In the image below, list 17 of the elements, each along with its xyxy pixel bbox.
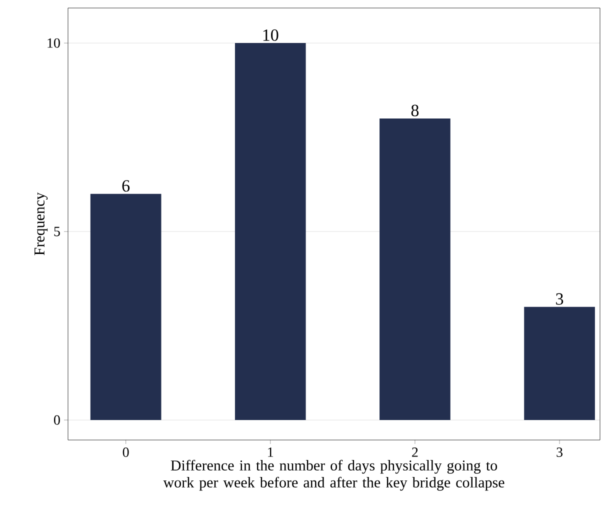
data-label: 10 — [263, 29, 278, 41]
bar — [90, 194, 162, 420]
y-axis-title: Frequency — [34, 192, 48, 256]
x-axis-title: Difference in the number of days physically going to work per week before and after the key bridge collapse — [163, 460, 504, 491]
y-tick-label: 0 — [54, 415, 60, 425]
x-tick-label: 1 — [268, 448, 274, 457]
x-tick-label: 2 — [412, 448, 418, 457]
x-tick-label: 0 — [122, 448, 129, 457]
data-label: 3 — [556, 293, 564, 305]
data-label: 6 — [122, 180, 130, 192]
bar — [234, 43, 306, 420]
bar — [380, 118, 450, 420]
data-label: 8 — [411, 104, 419, 116]
bar — [524, 306, 595, 420]
y-tick-label: 5 — [54, 226, 60, 236]
x-tick-label: 3 — [556, 448, 562, 457]
y-tick-label: 10 — [48, 38, 60, 48]
